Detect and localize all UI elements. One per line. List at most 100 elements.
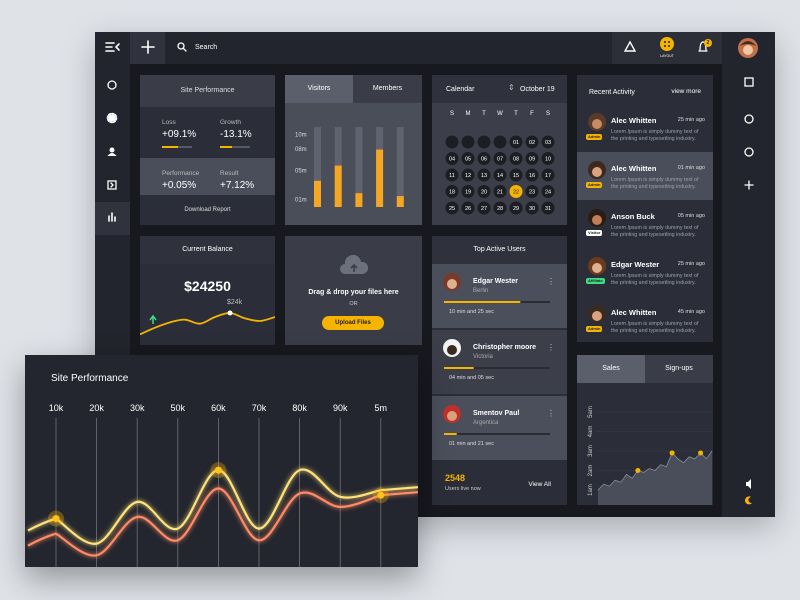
day-number: 24 — [545, 190, 551, 196]
x-tick-label: 50k — [171, 403, 186, 413]
user-name: Alec Whitten — [611, 164, 657, 173]
nav-user[interactable] — [107, 147, 117, 157]
day-cell[interactable] — [461, 201, 475, 215]
role-badge: Admin — [586, 326, 603, 332]
user-row[interactable]: ⋮ Christopher moore Victoria 04 min and 05 … — [432, 330, 567, 394]
day-number: 14 — [497, 173, 503, 179]
time-ago: 25 min ago — [677, 117, 705, 123]
day-cell[interactable] — [541, 201, 555, 215]
activity-item[interactable]: Admin Alec Whitten 01 min ago Lorem Ipsum i… — [577, 152, 713, 200]
day-number: 20 — [481, 190, 487, 196]
nav-stats[interactable] — [108, 212, 116, 222]
day-cell[interactable] — [461, 152, 475, 165]
stat-label: Performance — [162, 170, 200, 177]
day-cell[interactable] — [525, 201, 539, 215]
day-number: 05 — [465, 157, 471, 163]
activity-item[interactable]: Visitor Anson Buck 05 min ago Lorem Ipsum i… — [577, 200, 713, 248]
day-cell[interactable] — [477, 152, 491, 165]
day-cell[interactable] — [525, 152, 539, 165]
day-cell[interactable] — [445, 168, 459, 182]
weekday: T — [482, 111, 486, 117]
x-tick-label: 20k — [89, 403, 104, 413]
day-cell[interactable] — [509, 185, 523, 198]
kebab: ⋮ — [547, 277, 555, 286]
messenger-icon[interactable] — [744, 147, 754, 157]
activity-item[interactable]: Affiliate Edgar Wester 25 min ago Lorem Ips… — [577, 248, 713, 296]
plus-icon[interactable] — [141, 40, 155, 54]
user-row[interactable]: ⋮ Edgar Wester Berlin 10 min and 25 sec — [432, 264, 567, 328]
day-cell[interactable] — [509, 168, 523, 182]
day-cell[interactable] — [509, 152, 523, 165]
tab[interactable]: Sign-ups — [645, 355, 713, 383]
user-row[interactable]: ⋮ Smentov Paul Argentica 01 min and 21 sec — [432, 396, 567, 460]
side-app-icon[interactable] — [744, 77, 754, 87]
chart-canvas: ⋮ — [443, 405, 555, 435]
day-cell[interactable] — [493, 152, 507, 165]
live-label: Users live now — [445, 486, 481, 492]
theme-icon[interactable] — [744, 496, 752, 505]
day-cell[interactable] — [445, 152, 459, 165]
y-tick-label: 05m — [295, 169, 307, 175]
user-place: Victoria — [473, 354, 493, 360]
menu-icon[interactable] — [105, 42, 120, 52]
day-cell[interactable] — [541, 185, 555, 198]
day-cell[interactable] — [525, 168, 539, 182]
day-number: 27 — [481, 206, 487, 212]
day-cell[interactable] — [493, 201, 507, 215]
day-cell[interactable] — [445, 201, 459, 215]
activity-item[interactable]: Admin Alec Whitten 25 min ago Lorem Ipsum i… — [577, 104, 713, 152]
tab[interactable]: Sales — [577, 355, 645, 383]
trend-arrow — [149, 314, 157, 324]
drive-icon[interactable] — [623, 40, 637, 52]
layout-label: LAYOUT — [660, 54, 674, 58]
weekday: M — [466, 111, 471, 117]
duration: 01 min and 21 sec — [449, 441, 494, 447]
nav-exit[interactable] — [107, 180, 117, 190]
sound-icon[interactable] — [746, 479, 751, 489]
day-cell[interactable] — [509, 201, 523, 215]
view-more[interactable]: view more — [671, 88, 701, 95]
day-cell[interactable] — [509, 135, 523, 149]
highlight-point — [377, 491, 385, 499]
day-cell[interactable] — [541, 135, 555, 149]
search-placeholder[interactable]: Search — [195, 44, 218, 51]
avatar-face — [447, 411, 457, 421]
day-cell[interactable] — [525, 185, 539, 198]
month-label[interactable]: October 19 — [520, 86, 555, 93]
whatsapp-icon[interactable] — [744, 114, 754, 124]
nav-settings[interactable] — [106, 112, 118, 124]
bell-icon[interactable] — [698, 41, 708, 52]
user-place: Berlin — [473, 288, 489, 294]
day-cell[interactable] — [525, 135, 539, 149]
stat-track — [220, 146, 250, 148]
profile-avatar[interactable] — [738, 38, 758, 58]
day-cell[interactable] — [461, 185, 475, 198]
avatar-face — [592, 119, 602, 129]
upload-card: Drag & drop your files here OR Upload File… — [285, 236, 422, 345]
upload-button[interactable]: Upload Files — [322, 316, 384, 330]
day-cell[interactable] — [445, 185, 459, 198]
download-link[interactable]: Download Report — [184, 207, 231, 213]
search-icon[interactable] — [177, 42, 187, 52]
day-cell[interactable] — [541, 152, 555, 165]
time-ago: 25 min ago — [677, 261, 705, 267]
side-add-icon[interactable] — [744, 180, 754, 190]
day-number: 10 — [545, 157, 551, 163]
day-cell[interactable] — [477, 168, 491, 182]
user-place: Argentica — [473, 420, 499, 426]
day-cell[interactable] — [461, 168, 475, 182]
tab[interactable]: Visitors — [285, 75, 353, 103]
progress — [444, 433, 457, 435]
view-all[interactable]: View All — [528, 481, 551, 488]
day-cell[interactable] — [477, 201, 491, 215]
day-number: 31 — [545, 206, 551, 212]
day-cell[interactable] — [493, 185, 507, 198]
day-cell[interactable] — [477, 185, 491, 198]
weekday: S — [546, 111, 550, 117]
nav-chat[interactable] — [107, 80, 117, 90]
day-cell[interactable] — [493, 168, 507, 182]
tab[interactable]: Members — [353, 75, 422, 103]
activity-item[interactable]: Admin Alec Whitten 45 min ago Lorem Ipsum i… — [577, 296, 713, 342]
layout-icon[interactable] — [660, 37, 674, 51]
day-cell[interactable] — [541, 168, 555, 182]
